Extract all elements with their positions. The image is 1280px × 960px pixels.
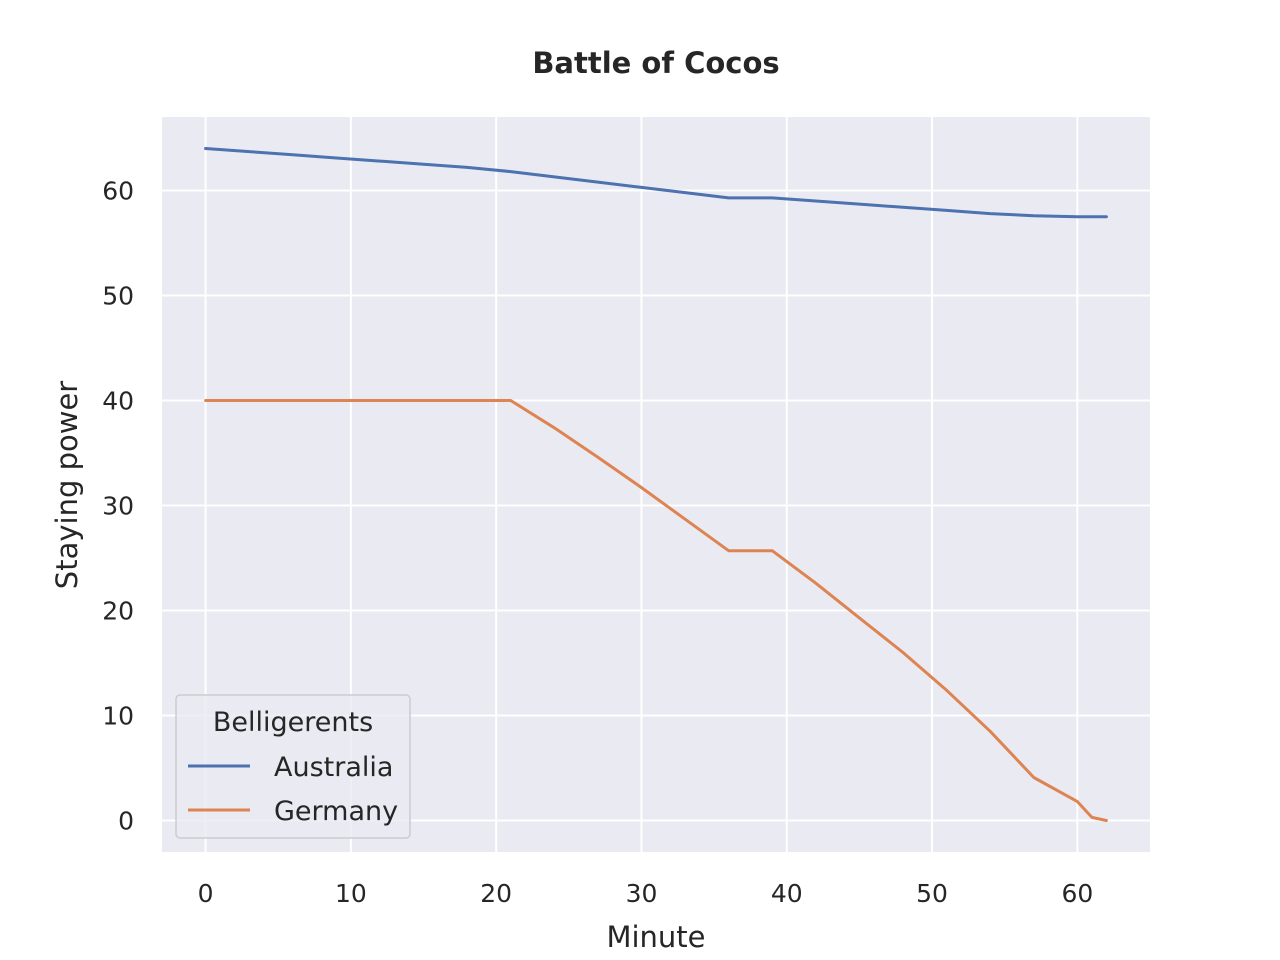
legend-label-australia: Australia <box>274 752 393 783</box>
chart-title: Battle of Cocos <box>532 46 779 80</box>
series-layer <box>204 147 1108 822</box>
x-axis-label: Minute <box>606 920 705 954</box>
y-tick-label: 10 <box>102 702 134 731</box>
legend-title: Belligerents <box>213 707 373 738</box>
y-axis-label: Staying power <box>50 381 84 589</box>
y-tick-label: 20 <box>102 597 134 626</box>
x-tick-label: 60 <box>1061 879 1093 908</box>
x-tick-label: 20 <box>480 879 512 908</box>
x-axis-ticks: 0 10 20 30 40 50 60 <box>198 879 1094 908</box>
legend-box <box>175 694 411 839</box>
legend-label-germany: Germany <box>274 796 398 827</box>
series-line-germany <box>204 399 1108 822</box>
y-tick-label: 30 <box>102 492 134 521</box>
x-tick-label: 10 <box>335 879 367 908</box>
y-tick-label: 50 <box>102 282 134 311</box>
y-tick-label: 40 <box>102 387 134 416</box>
y-tick-label: 0 <box>118 807 134 836</box>
y-tick-label: 60 <box>102 177 134 206</box>
y-axis-ticks: 0 10 20 30 40 50 60 <box>102 177 134 836</box>
legend: Belligerents Australia Germany <box>175 694 411 839</box>
x-tick-label: 40 <box>771 879 803 908</box>
series-line-australia <box>204 147 1108 219</box>
x-tick-label: 0 <box>198 879 214 908</box>
x-tick-label: 50 <box>916 879 948 908</box>
x-tick-label: 30 <box>626 879 658 908</box>
